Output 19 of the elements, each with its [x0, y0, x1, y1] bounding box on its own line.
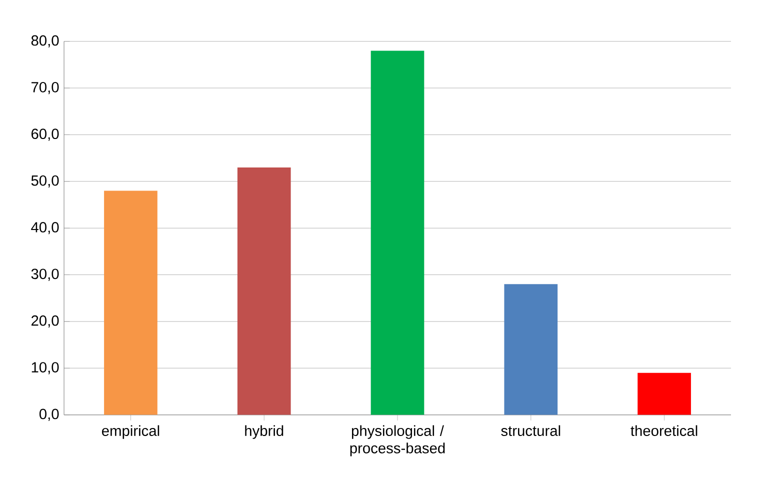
- y-tick-label: 30,0: [31, 268, 59, 282]
- x-tick-label: hybrid: [245, 425, 284, 440]
- x-tick-label: structural: [501, 425, 560, 436]
- y-tick-label: 60,0: [32, 128, 59, 142]
- bar: [504, 284, 558, 416]
- y-tick-label: 20,0: [31, 316, 59, 328]
- x-tick-label: theoretical: [630, 425, 698, 436]
- y-tick-label: 10,0: [32, 362, 59, 374]
- bar: [370, 50, 424, 416]
- y-tick-label: 50,0: [31, 176, 59, 188]
- y-tick-label: 0,0: [39, 409, 59, 422]
- y-tick-label: 70,0: [32, 82, 59, 94]
- x-tick-label: physiological / process-based: [350, 425, 445, 456]
- bar: [237, 168, 291, 416]
- y-tick-label: 40,0: [31, 222, 59, 234]
- bar: [638, 373, 691, 416]
- x-tick-label: empirical: [102, 425, 160, 440]
- y-tick-label: 80,0: [31, 36, 59, 48]
- bar: [104, 190, 158, 416]
